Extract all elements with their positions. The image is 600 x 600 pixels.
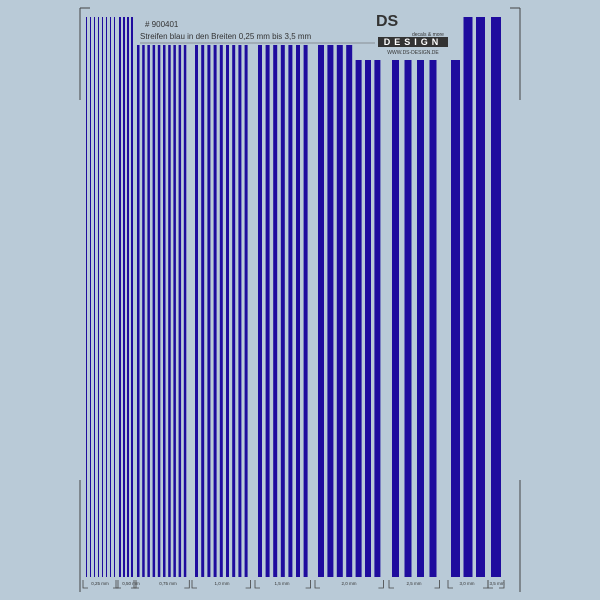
stripe bbox=[114, 17, 115, 577]
logo-band bbox=[378, 37, 448, 47]
stripe bbox=[219, 45, 223, 577]
bracket bbox=[133, 580, 190, 589]
stripe bbox=[168, 45, 171, 577]
stripe bbox=[244, 45, 248, 577]
bracket bbox=[487, 580, 505, 589]
stripe bbox=[273, 45, 278, 577]
bracket bbox=[254, 580, 311, 589]
stripe bbox=[123, 17, 125, 577]
stripe bbox=[296, 45, 300, 577]
bracket bbox=[314, 580, 384, 589]
stripe bbox=[303, 45, 308, 577]
width-label: 3,5 mm bbox=[489, 581, 504, 586]
stripe bbox=[392, 60, 399, 577]
stripe bbox=[201, 45, 205, 577]
stripe bbox=[417, 60, 424, 577]
width-label: 0,50 mm bbox=[122, 581, 140, 586]
stripe bbox=[374, 60, 381, 577]
stripe bbox=[288, 45, 293, 577]
stripe bbox=[491, 17, 501, 577]
width-label: 3,0 mm bbox=[459, 581, 474, 586]
stripe bbox=[355, 60, 362, 577]
stripe bbox=[102, 17, 103, 577]
logo-url: WWW.DS-DESIGN.DE bbox=[387, 50, 439, 56]
stripe bbox=[336, 45, 343, 577]
stripe bbox=[318, 45, 324, 577]
width-labels: 0,25 mm 0,50 mm 0,75 mm 1,0 mm 1,5 mm 2,0 mm 2… bbox=[82, 580, 505, 589]
stripe bbox=[265, 45, 270, 577]
stripe bbox=[365, 60, 371, 577]
stripe bbox=[90, 17, 91, 577]
stripe bbox=[226, 45, 229, 577]
stripe bbox=[178, 45, 182, 577]
stripe bbox=[183, 45, 187, 577]
stripe bbox=[232, 45, 236, 577]
logo-tagline: decals & more bbox=[412, 32, 444, 38]
stripe bbox=[404, 60, 412, 577]
stripe bbox=[346, 45, 353, 577]
stripe bbox=[152, 45, 156, 577]
sheet-caption: Streifen blau in den Breiten 0,25 mm bis… bbox=[140, 32, 312, 41]
stripe bbox=[163, 45, 166, 577]
stripe bbox=[238, 45, 242, 577]
stripe bbox=[94, 17, 95, 577]
width-label: 2,5 mm bbox=[406, 581, 421, 586]
crop-marks bbox=[79, 7, 521, 592]
logo-brand: DS bbox=[376, 13, 399, 30]
width-label: 2,0 mm bbox=[341, 581, 356, 586]
sheet-number: # 900401 bbox=[145, 20, 179, 29]
logo-name: DESIGN bbox=[384, 37, 443, 47]
stripe bbox=[110, 17, 111, 577]
stripe bbox=[258, 45, 262, 577]
stripe bbox=[119, 17, 121, 577]
stripe bbox=[157, 45, 161, 577]
width-label: 1,5 mm bbox=[274, 581, 289, 586]
stripe bbox=[131, 17, 133, 577]
stripes bbox=[86, 17, 501, 577]
stripe bbox=[137, 45, 140, 577]
stripe bbox=[451, 60, 460, 577]
bracket bbox=[191, 580, 251, 589]
stripe bbox=[147, 45, 150, 577]
bracket bbox=[388, 580, 440, 589]
stripe bbox=[463, 17, 473, 577]
width-label: 0,25 mm bbox=[91, 581, 109, 586]
stripe bbox=[213, 45, 217, 577]
width-label: 0,75 mm bbox=[159, 581, 177, 586]
stripe bbox=[127, 17, 129, 577]
stripe bbox=[142, 45, 145, 577]
stripe bbox=[280, 45, 285, 577]
stripe bbox=[173, 45, 176, 577]
stripe bbox=[195, 45, 198, 577]
width-label: 1,0 mm bbox=[214, 581, 229, 586]
stripe bbox=[207, 45, 211, 577]
stripe bbox=[106, 17, 107, 577]
stripe bbox=[86, 17, 87, 577]
stripe bbox=[429, 60, 437, 577]
stripe bbox=[327, 45, 334, 577]
stripe bbox=[476, 17, 485, 577]
stripe bbox=[98, 17, 99, 577]
